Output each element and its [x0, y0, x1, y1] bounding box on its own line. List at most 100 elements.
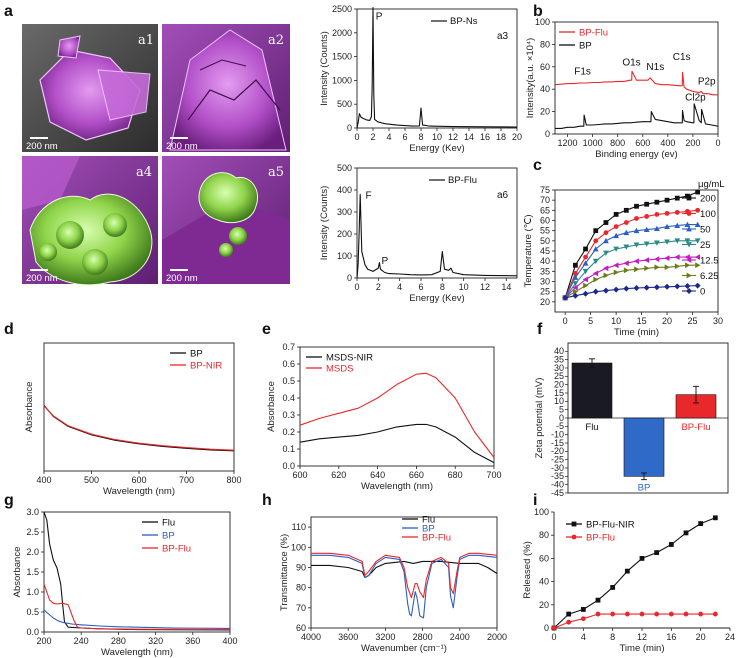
subpanel-label: a3	[497, 31, 509, 42]
x-tick-label: 0	[563, 316, 568, 326]
legend-label: MSDS-NIR	[326, 353, 373, 364]
panel-label-d: d	[4, 321, 14, 338]
data-point-50	[603, 237, 609, 244]
data-point-0	[572, 292, 579, 299]
data-point-0	[684, 282, 691, 289]
x-tick-label: 400	[660, 138, 675, 148]
scale-bar-a1: 200 nm	[26, 141, 58, 152]
y-tick-label: 110	[292, 522, 306, 532]
data-point-50	[664, 223, 670, 229]
data-point-50	[582, 260, 589, 266]
x-tick-label: 400	[36, 475, 51, 485]
legend-label: BP-NIR	[190, 361, 222, 372]
data-point-50	[674, 222, 681, 228]
sem-image-a1: a1 200 nm	[22, 24, 158, 152]
data-point-BP-Flu-NIR	[639, 556, 645, 561]
y-tick-label: 1.0	[26, 587, 39, 597]
data-point-BP-Flu	[566, 619, 572, 625]
x-tick-label: 640	[370, 470, 385, 480]
series-line-BP-NIR	[43, 405, 235, 451]
x-tick-label: 20	[512, 132, 522, 142]
y-axis-title: Intensity (Counts)	[319, 186, 330, 260]
scale-bar-a4: 200 nm	[26, 273, 58, 284]
y-tick-label: 50	[540, 236, 550, 246]
y-axis-title: Absorbance	[24, 382, 35, 433]
data-point-200	[654, 199, 660, 205]
x-tick-label: 600	[131, 475, 146, 485]
y-tick-label: 1500	[332, 52, 352, 62]
chart-f: 4035302520151050-5-10-15-20-25-30-35-40-…	[534, 342, 729, 498]
x-tick-label: 500	[84, 475, 99, 485]
x-tick-label: 2	[370, 132, 375, 142]
x-tick-label: 2400	[450, 632, 470, 642]
x-axis-title: Energy (Kev)	[409, 293, 464, 304]
data-point-6.25	[572, 288, 579, 295]
y-axis-title: Absorbance	[266, 381, 277, 432]
x-tick-label: 10	[611, 316, 621, 326]
y-tick-label: 100	[535, 17, 550, 27]
legend-label: 25	[700, 240, 711, 251]
chart-b: 1200 1000 800 600 400 200 0 0 20 40 60 80 100 Binding…	[525, 17, 721, 160]
data-point-12.5	[674, 254, 680, 260]
data-point-BP-Flu	[551, 625, 557, 631]
sem-image-a2: a2 200 nm	[162, 24, 290, 152]
data-point-50	[684, 221, 691, 227]
data-point-BP-Flu	[712, 611, 718, 617]
data-point-0	[613, 286, 620, 293]
data-point-12.5	[684, 254, 690, 260]
data-point-12.5	[694, 254, 701, 260]
data-point-0	[582, 290, 589, 297]
y-tick-label: -25	[551, 454, 564, 464]
legend-label: BP-Ns	[450, 16, 478, 27]
x-axis-title: Wavelength (nm)	[103, 486, 175, 497]
data-point-100	[644, 214, 650, 219]
y-tick-label: 80	[540, 39, 550, 49]
x-tick-label: 16	[480, 132, 490, 142]
y-tick-label: 10	[554, 396, 564, 406]
data-point-25	[643, 241, 650, 247]
data-point-50	[643, 226, 650, 233]
x-tick-label: 12	[480, 282, 490, 292]
data-point-0	[674, 283, 681, 290]
y-tick-label: 60	[540, 216, 550, 226]
x-tick-label: 600	[292, 470, 307, 480]
series-line-BP-Flu-NIR	[553, 517, 716, 629]
legend-label: BP-Flu	[162, 544, 191, 555]
y-axis-title: Released (%)	[522, 541, 533, 599]
y-tick-label: 20	[540, 297, 550, 307]
data-point-25	[694, 238, 701, 244]
y-tick-label: 60	[296, 623, 306, 633]
data-point-6.25	[623, 267, 630, 274]
y-tick-label: 2.0	[26, 547, 39, 557]
data-point-200	[634, 203, 639, 209]
data-point-25	[603, 250, 609, 256]
data-point-100	[664, 210, 670, 216]
x-tick-label: 0	[551, 632, 556, 642]
x-tick-label: 14	[464, 132, 474, 142]
y-tick-label: 25	[540, 287, 550, 297]
data-point-BP-Flu-NIR	[580, 607, 586, 612]
data-point-BP-Flu	[683, 611, 689, 617]
x-tick-label: 8	[418, 132, 423, 142]
x-tick-label: 400	[222, 636, 237, 646]
y-tick-label: -40	[551, 479, 564, 489]
y-tick-label: 35	[540, 266, 550, 276]
sem-label-a4: a4	[136, 165, 152, 180]
y-tick-label: 0.7	[282, 342, 295, 352]
data-point-12.5	[592, 270, 599, 277]
x-tick-label: 280	[111, 636, 126, 646]
data-point-25	[582, 268, 589, 275]
data-point-25	[623, 244, 630, 250]
x-tick-label: 4000	[301, 632, 321, 642]
y-tick-label: 100	[337, 251, 352, 261]
bar-label: Flu	[585, 422, 598, 433]
x-tick-label: 12	[637, 632, 647, 642]
data-point-BP-Flu-NIR	[668, 542, 674, 547]
x-tick-label: 16	[666, 632, 676, 642]
y-tick-label: 40	[554, 346, 564, 356]
data-point-50	[694, 221, 701, 227]
y-axis-title: Intensity(a.u. ×10⁴)	[525, 38, 536, 118]
x-tick-label: 2800	[413, 632, 433, 642]
data-point-25	[674, 238, 681, 244]
data-point-50	[623, 229, 630, 236]
